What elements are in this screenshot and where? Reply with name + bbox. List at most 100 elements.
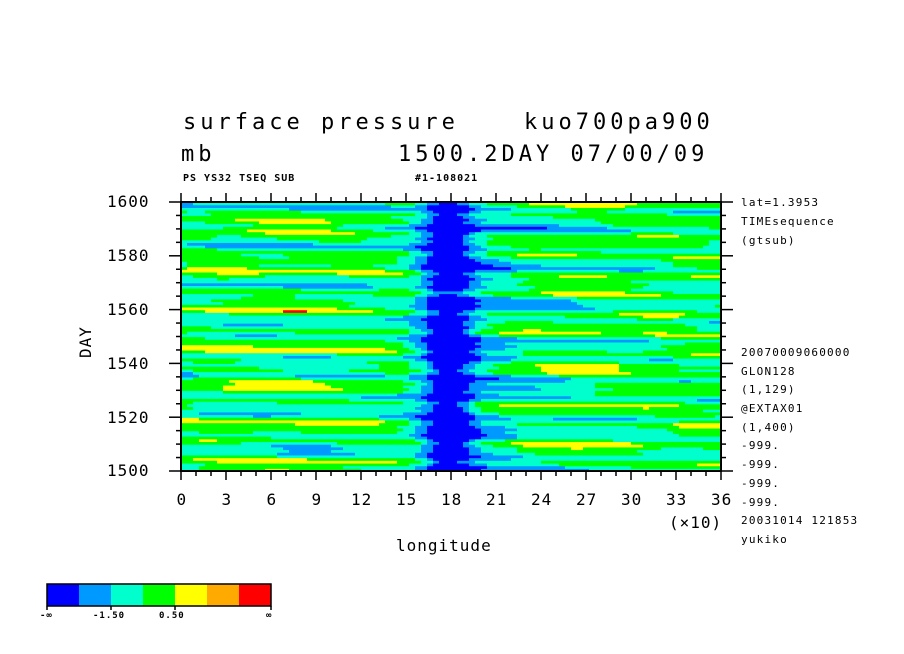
heatmap-cell xyxy=(463,234,470,238)
heatmap-cell xyxy=(181,336,206,340)
heatmap-cell xyxy=(709,320,721,324)
heatmap-cell xyxy=(181,298,212,303)
heatmap-cell xyxy=(205,245,416,249)
heatmap-cell xyxy=(463,242,476,246)
heatmap-cell xyxy=(181,228,248,233)
heatmap-cell xyxy=(247,228,332,233)
heatmap-cell xyxy=(331,384,404,389)
heatmap-cell xyxy=(181,247,218,252)
heatmap-cell xyxy=(301,288,380,292)
heatmap-cell xyxy=(313,242,410,246)
heatmap-cell xyxy=(181,277,218,281)
time-stamp: 1500.2DAY 07/00/09 xyxy=(398,142,709,167)
heatmap-cell xyxy=(619,360,721,364)
heatmap-cell xyxy=(691,379,721,383)
heatmap-cell xyxy=(427,392,476,397)
heatmap-cell xyxy=(415,296,428,300)
heatmap-cell xyxy=(421,218,434,222)
colorbar-swatch xyxy=(111,584,144,606)
heatmap-cell xyxy=(421,379,434,383)
heatmap-cell xyxy=(511,266,656,270)
side-info-line: yukiko xyxy=(741,533,788,546)
y-tick-label: 1520 xyxy=(107,408,150,427)
heatmap-cell xyxy=(517,436,721,440)
heatmap-cell xyxy=(415,212,428,217)
heatmap-cell xyxy=(421,446,434,451)
heatmap-cell xyxy=(409,347,422,351)
heatmap-cell xyxy=(265,274,350,278)
heatmap-cell xyxy=(427,242,464,246)
heatmap-cell xyxy=(433,444,464,448)
heatmap-cell xyxy=(349,368,422,373)
heatmap-cell xyxy=(673,231,721,235)
heatmap-cell xyxy=(469,210,482,214)
heatmap-cell xyxy=(415,438,428,443)
heatmap-cell xyxy=(697,266,721,270)
heatmap-cell xyxy=(415,255,428,260)
heatmap-cell xyxy=(415,406,434,410)
heatmap-cell xyxy=(487,253,518,257)
heatmap-cell xyxy=(481,290,542,295)
side-info-line: 20031014 121853 xyxy=(741,514,859,527)
heatmap-cell xyxy=(241,441,338,445)
heatmap-cell xyxy=(379,414,416,418)
heatmap-cell xyxy=(397,392,428,397)
heatmap-cell xyxy=(391,215,428,219)
heatmap-cell xyxy=(427,374,476,378)
heatmap-cell xyxy=(427,465,488,469)
heatmap-cell xyxy=(469,231,476,235)
heatmap-cell xyxy=(631,371,721,375)
heatmap-cell xyxy=(181,207,290,211)
heatmap-cell xyxy=(415,430,428,434)
heatmap-cell xyxy=(679,363,721,367)
heatmap-cell xyxy=(427,288,434,292)
heatmap-cell xyxy=(331,263,374,268)
heatmap-cell xyxy=(427,306,476,311)
heatmap-cell xyxy=(517,433,680,437)
heatmap-cell xyxy=(415,226,548,230)
heatmap-cell xyxy=(475,366,500,370)
heatmap-cell xyxy=(427,285,470,289)
heatmap-cell xyxy=(181,339,386,343)
heatmap-cell xyxy=(415,269,422,273)
heatmap-cell xyxy=(409,433,422,437)
heatmap-cell xyxy=(259,263,332,268)
heatmap-cell xyxy=(415,358,428,362)
heatmap-cell xyxy=(679,379,692,383)
heatmap-cell xyxy=(541,290,626,295)
heatmap-cell xyxy=(553,215,721,219)
heatmap-cell xyxy=(433,409,464,413)
heatmap-cell xyxy=(193,376,302,381)
heatmap-cell xyxy=(415,425,428,429)
heatmap-cell xyxy=(337,352,404,356)
heatmap-cell xyxy=(487,202,530,206)
heatmap-cell xyxy=(637,417,721,421)
heatmap-cell xyxy=(181,290,422,295)
heatmap-cell xyxy=(697,309,721,313)
heatmap-cell xyxy=(481,255,512,260)
heatmap-cell xyxy=(469,384,536,389)
heatmap-cell xyxy=(559,374,721,378)
heatmap-cell xyxy=(625,207,721,211)
x-tick-label: 9 xyxy=(311,490,323,509)
heatmap-cell xyxy=(433,382,470,386)
heatmap-cell xyxy=(433,349,470,354)
heatmap-cell xyxy=(427,207,476,211)
heatmap-cell xyxy=(601,220,721,225)
heatmap-cell xyxy=(241,358,416,362)
heatmap-cell xyxy=(181,390,224,394)
heatmap-cell xyxy=(469,247,488,252)
heatmap-cell xyxy=(277,401,404,405)
heatmap-cell xyxy=(493,444,524,448)
heatmap-cell xyxy=(595,218,721,222)
heatmap-cell xyxy=(427,223,476,227)
heatmap-cell xyxy=(391,234,422,238)
heatmap-cell xyxy=(181,306,338,311)
heatmap-cell xyxy=(319,239,362,243)
heatmap-cell xyxy=(295,374,386,378)
heatmap-cell xyxy=(427,468,482,471)
heatmap-cell xyxy=(415,301,428,305)
heatmap-cell xyxy=(487,234,638,238)
heatmap-cell xyxy=(415,349,428,354)
heatmap-cell xyxy=(643,331,668,335)
